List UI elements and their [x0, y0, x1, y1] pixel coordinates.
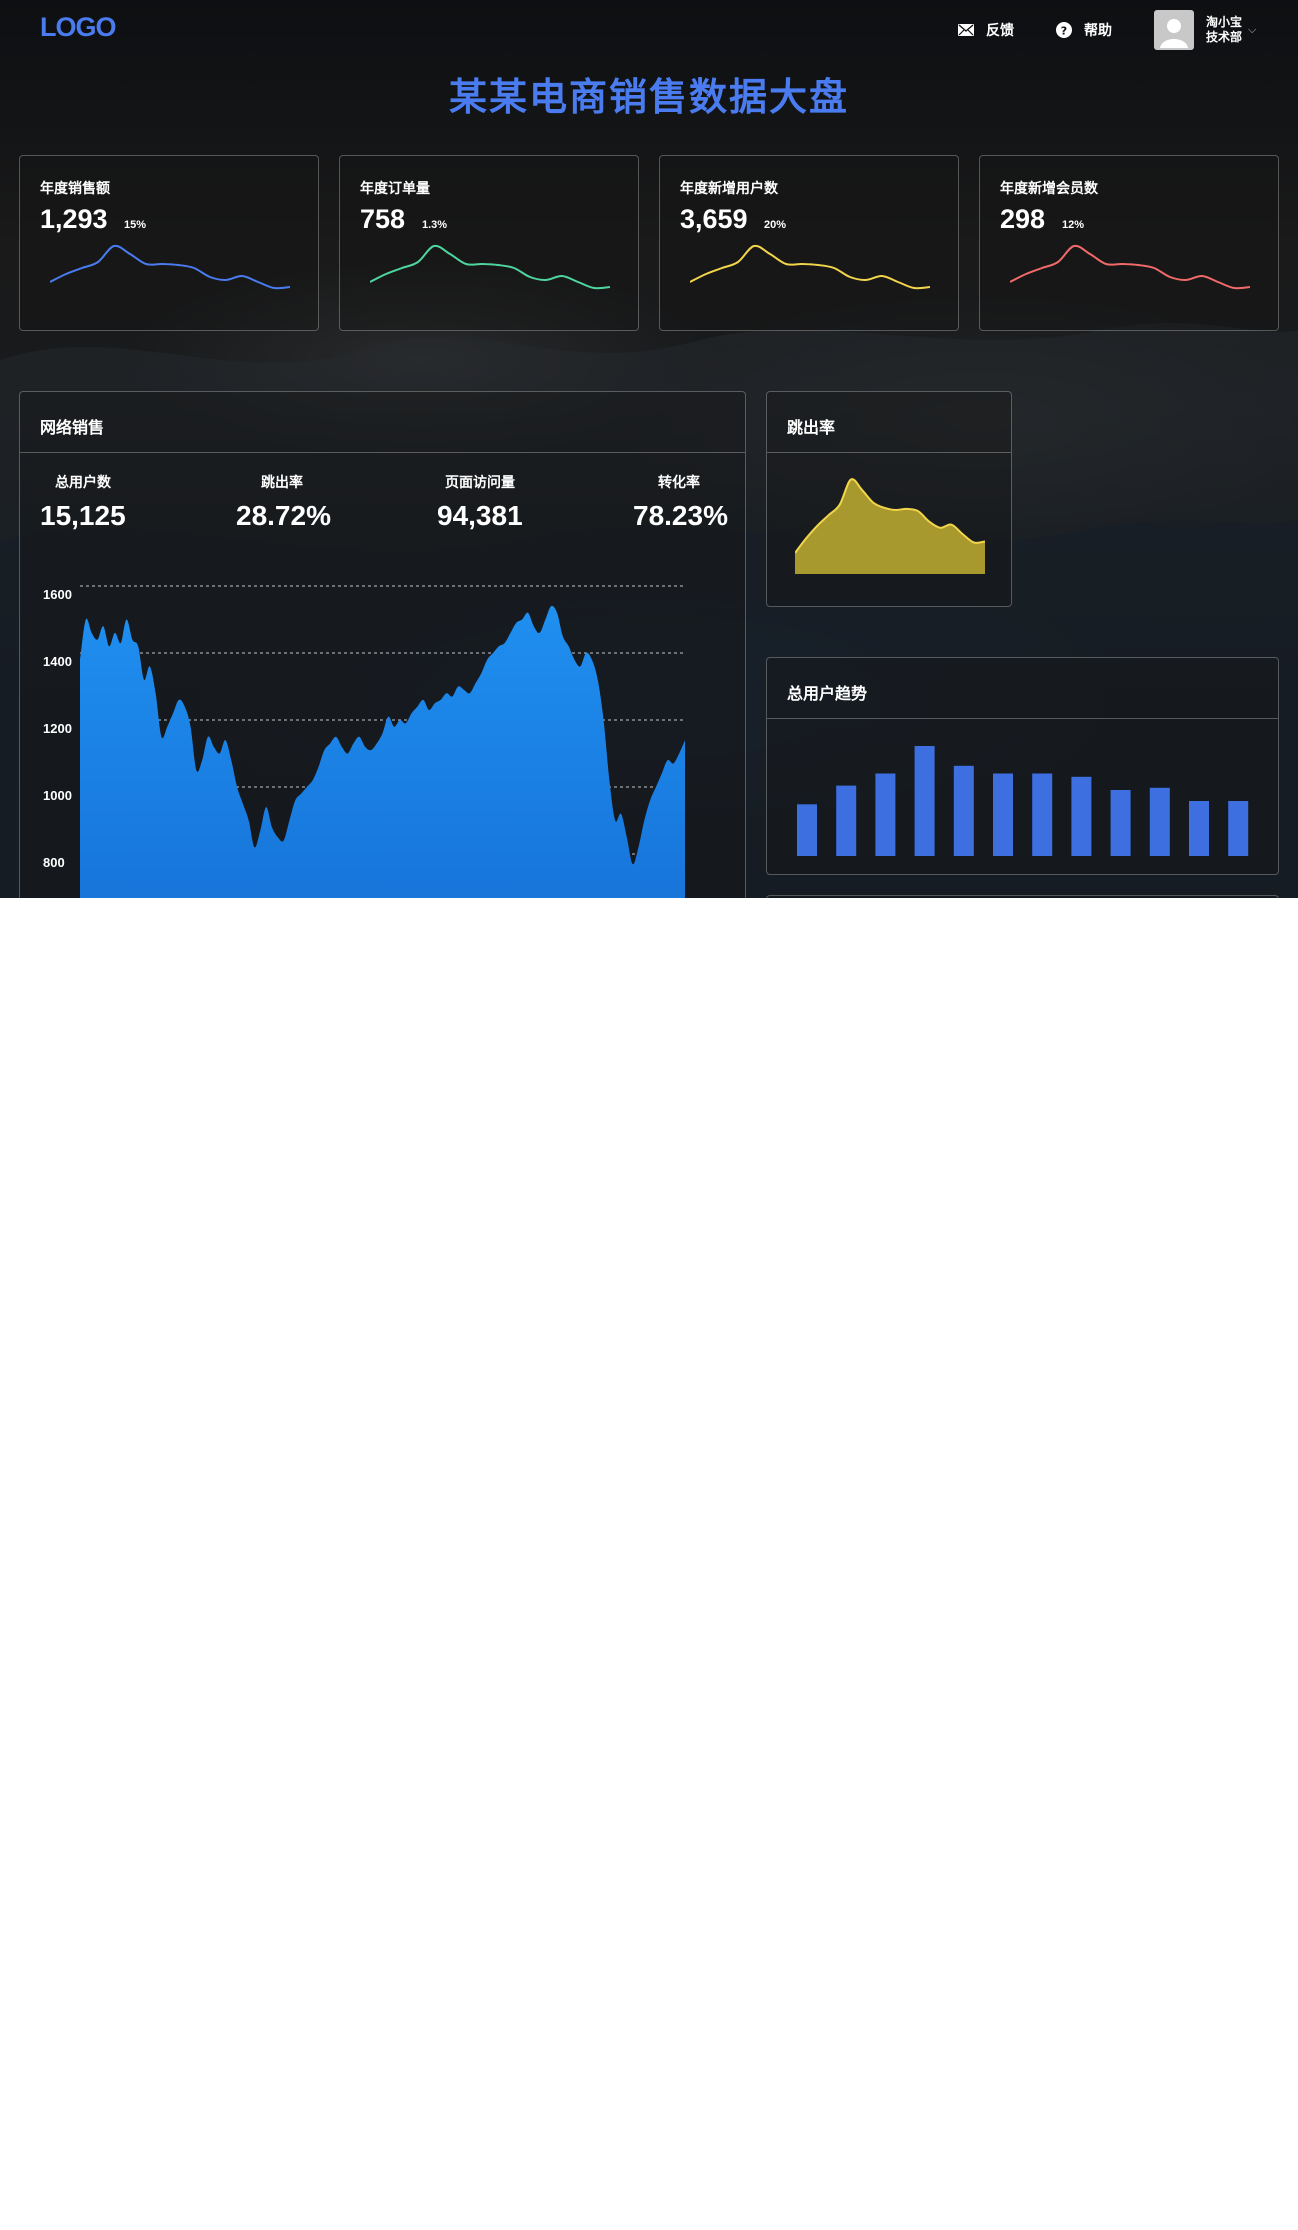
kpi-card-new-members[interactable]: 年度新增会员数 298 12%: [979, 155, 1279, 331]
bounce-area-series: [795, 479, 985, 574]
users-trend-panel: 总用户趋势: [766, 657, 1279, 875]
sparkline-series: [370, 244, 610, 290]
sparkline-series: [50, 244, 290, 290]
sales-area-series: [80, 605, 685, 898]
users-trend-bar-chart: [797, 746, 1249, 856]
net-sales-panel: 网络销售 总用户数 15,125 跳出率 28.72% 页面访问量 94,381…: [19, 391, 746, 898]
bar: [1032, 773, 1053, 856]
kpi-value: 3,659: [680, 204, 748, 234]
kpi-value: 758: [360, 204, 406, 234]
stat-total-users: 总用户数 15,125: [40, 472, 126, 532]
kpi-sparkline: [370, 244, 610, 290]
dashboard-hero: LOGO 反馈 ? 帮助 淘小宝 技术部 ⌵ 某某电商销售数据大盘 年: [0, 0, 1298, 898]
kpi-value: 1,293: [40, 204, 108, 234]
svg-text:?: ?: [1061, 25, 1067, 38]
logo[interactable]: LOGO: [40, 12, 116, 42]
bounce-area-chart: [795, 478, 985, 574]
kpi-label: 年度新增用户数: [680, 180, 778, 196]
user-menu[interactable]: 淘小宝 技术部 ⌵: [1154, 10, 1256, 50]
help-label: 帮助: [1084, 22, 1112, 38]
stat-value: 15,125: [40, 500, 126, 531]
sparkline-series: [690, 244, 930, 290]
bar: [1110, 790, 1131, 856]
stat-label: 跳出率: [261, 474, 303, 490]
stat-label: 页面访问量: [445, 474, 515, 490]
user-avatar-icon[interactable]: [1154, 10, 1194, 50]
bar: [914, 746, 935, 856]
kpi-card-orders[interactable]: 年度订单量 758 1.3%: [339, 155, 639, 331]
bar: [1149, 787, 1170, 856]
bounce-line-series: [795, 478, 985, 554]
bounce-panel: 跳出率: [766, 391, 1012, 607]
page-title: 某某电商销售数据大盘: [448, 77, 849, 119]
panel-header: 总用户趋势: [767, 658, 1278, 719]
y-tick-label: 1600: [43, 587, 72, 602]
bar: [875, 773, 896, 856]
kpi-value: 298: [1000, 204, 1046, 234]
question-circle-icon: ?: [1056, 22, 1072, 38]
stat-bounce-rate: 跳出率 28.72%: [236, 472, 331, 532]
bar: [953, 765, 974, 856]
bar: [1071, 776, 1092, 856]
bar: [993, 773, 1013, 856]
y-tick-label: 1200: [43, 721, 72, 736]
y-tick-label: 800: [43, 855, 65, 870]
bar: [1189, 801, 1209, 856]
panel-title: 网络销售: [40, 420, 105, 437]
panel-header: 跳出率: [767, 392, 1011, 453]
chevron-down-icon[interactable]: ⌵: [1248, 23, 1257, 36]
stat-value: 94,381: [437, 500, 523, 531]
kpi-label: 年度销售额: [40, 180, 110, 196]
kpi-percent: 20%: [764, 219, 787, 231]
panel-title: 跳出率: [787, 420, 836, 437]
kpi-sparkline: [50, 244, 290, 290]
next-panel: [766, 895, 1279, 898]
mail-icon: [958, 24, 974, 36]
bar: [797, 804, 817, 856]
kpi-label: 年度订单量: [360, 180, 430, 196]
kpi-percent: 1.3%: [422, 219, 448, 231]
net-sales-area-chart: [80, 585, 685, 898]
stat-label: 转化率: [658, 474, 700, 490]
feedback-label: 反馈: [986, 22, 1014, 38]
stat-conversion-rate: 转化率 78.23%: [633, 472, 728, 532]
bar: [836, 785, 857, 856]
stat-label: 总用户数: [55, 474, 111, 490]
y-tick-label: 1000: [43, 788, 72, 803]
stat-page-views: 页面访问量 94,381: [437, 472, 523, 532]
kpi-percent: 12%: [1062, 219, 1085, 231]
user-info: 淘小宝 技术部: [1206, 15, 1242, 45]
kpi-percent: 15%: [124, 219, 147, 231]
stat-value: 78.23%: [633, 500, 728, 531]
user-dept: 技术部: [1206, 30, 1243, 44]
y-tick-label: 1400: [43, 654, 72, 669]
kpi-card-new-users[interactable]: 年度新增用户数 3,659 20%: [659, 155, 959, 331]
panel-header: 网络销售: [20, 392, 745, 453]
stat-value: 28.72%: [236, 500, 331, 531]
kpi-card-sales[interactable]: 年度销售额 1,293 15%: [19, 155, 319, 331]
kpi-sparkline: [1010, 244, 1250, 290]
feedback-link[interactable]: 反馈: [958, 18, 1014, 42]
panel-title: 总用户趋势: [787, 686, 868, 703]
kpi-sparkline: [690, 244, 930, 290]
help-link[interactable]: ? 帮助: [1056, 18, 1112, 42]
kpi-label: 年度新增会员数: [1000, 180, 1098, 196]
user-name: 淘小宝: [1206, 15, 1243, 29]
bar: [1228, 801, 1249, 856]
sparkline-series: [1010, 244, 1250, 290]
